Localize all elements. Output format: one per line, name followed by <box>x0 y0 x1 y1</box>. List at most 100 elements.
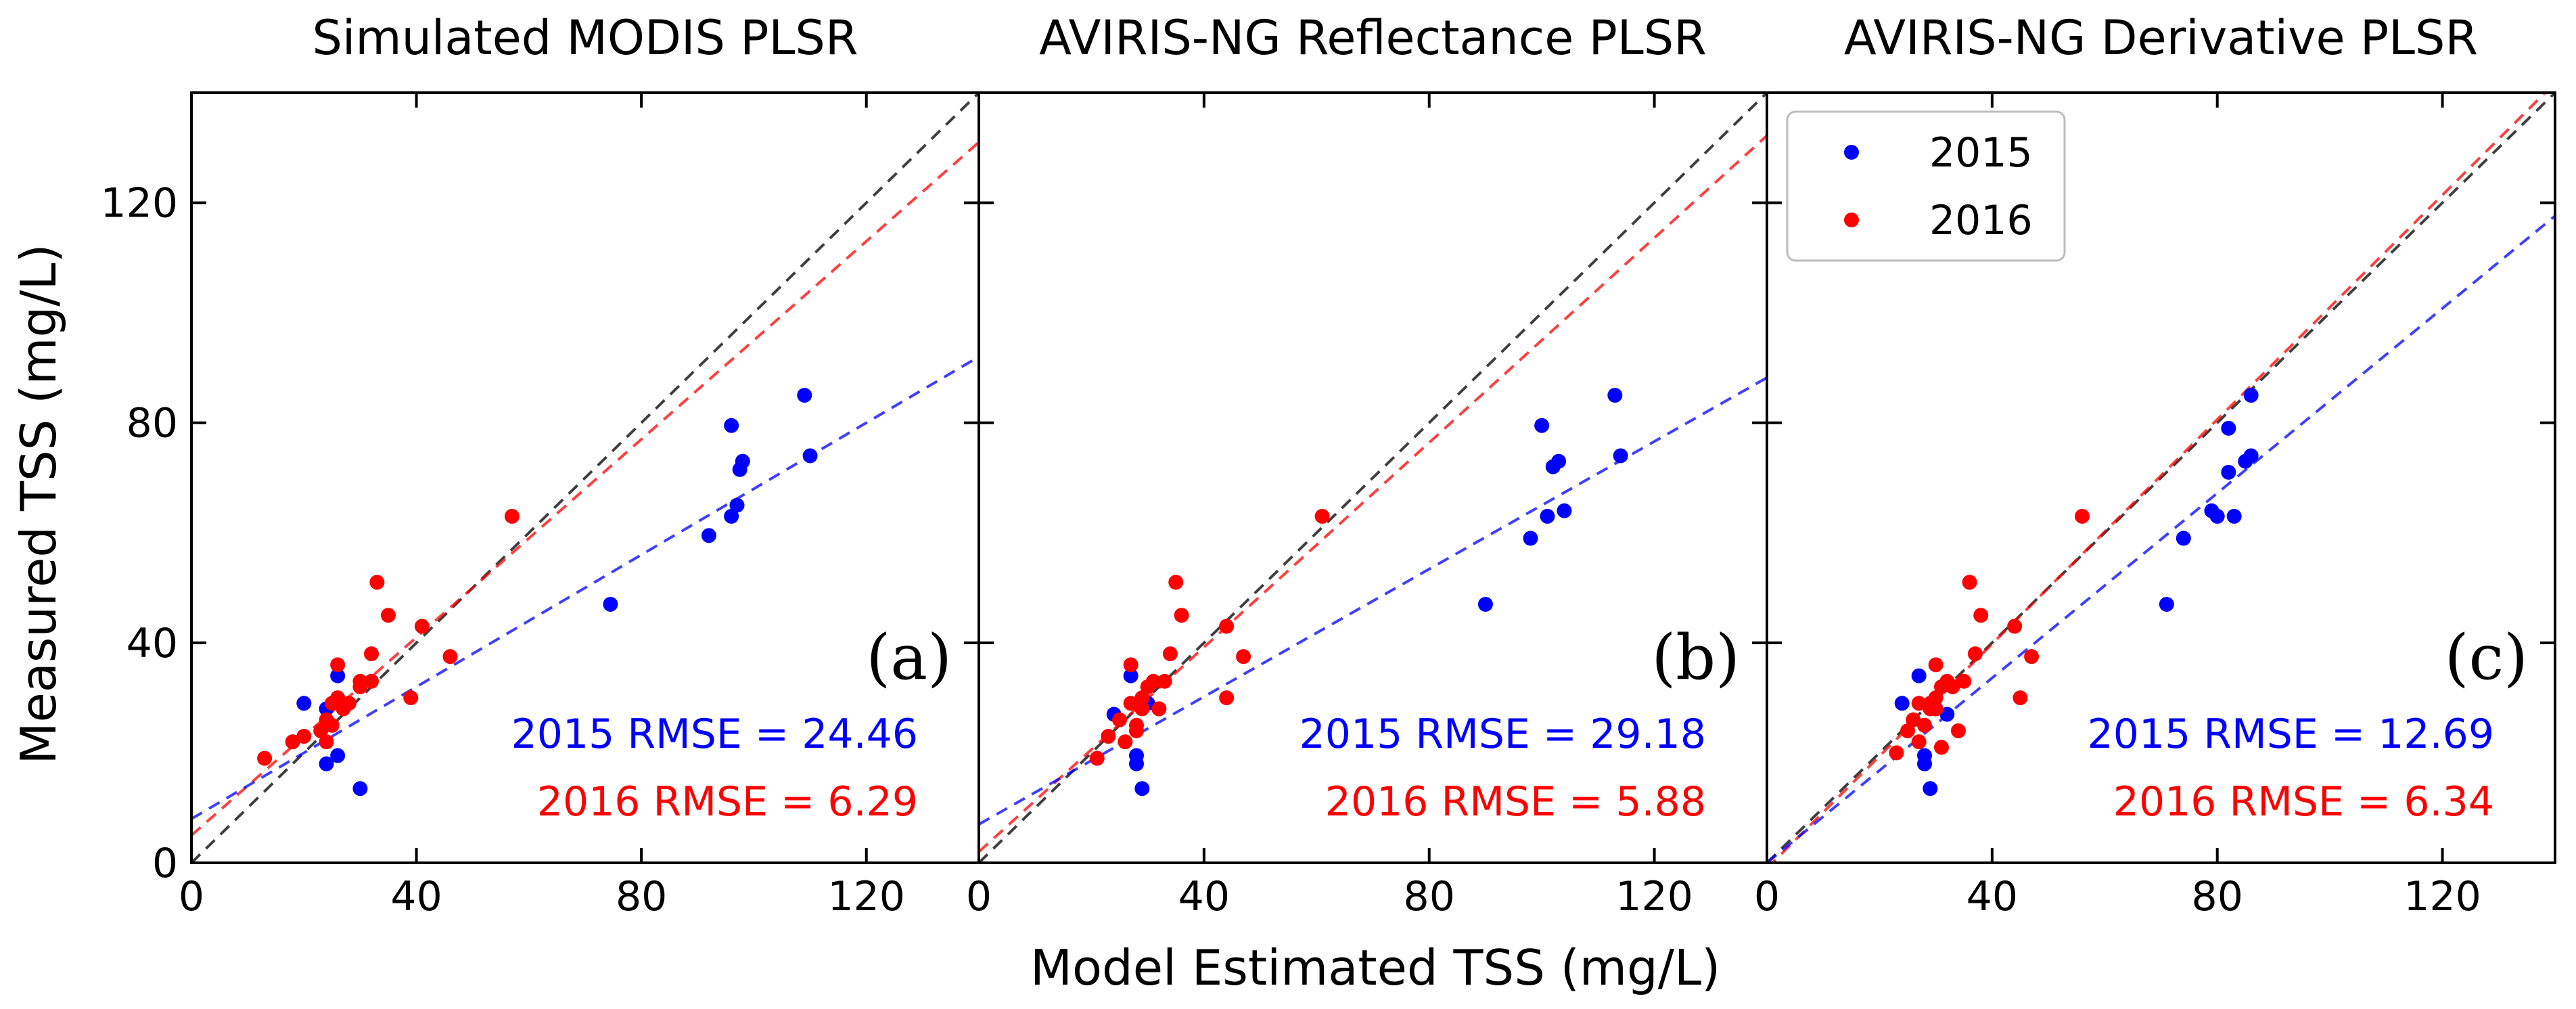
point-2015 <box>1540 508 1555 524</box>
legend-label-2016: 2016 <box>1929 197 2033 244</box>
point-2015 <box>1477 596 1493 612</box>
point-2016 <box>1101 729 1116 744</box>
point-2015 <box>330 748 346 763</box>
point-2015 <box>2176 531 2191 546</box>
point-2016 <box>1933 740 1949 755</box>
y-tick-label: 0 <box>152 840 178 887</box>
point-2016 <box>364 646 380 662</box>
panel-1: Simulated MODIS PLSR 0 40 80 120 0 40 80 120 (a) 2… <box>100 10 980 920</box>
point-2015 <box>1607 388 1623 403</box>
legend-marker-2015 <box>1844 145 1859 160</box>
point-2015 <box>1917 748 1932 763</box>
point-2016 <box>1900 723 1916 738</box>
point-2016 <box>1928 657 1944 673</box>
point-2016 <box>1906 712 1921 727</box>
legend-marker-2016 <box>1844 212 1859 227</box>
panel-label: (b) <box>1651 621 1740 694</box>
fit-line-2016-fit <box>979 134 1767 853</box>
point-2016 <box>2007 619 2023 634</box>
point-2015 <box>1939 707 1955 722</box>
point-2015 <box>1894 696 1910 711</box>
fit-line-2016-fit <box>1770 93 2548 863</box>
point-2015 <box>724 418 739 433</box>
panel-title: AVIRIS-NG Derivative PLSR <box>1844 10 2478 66</box>
point-2015 <box>1911 668 1927 683</box>
point-2015 <box>1123 668 1138 683</box>
point-2015 <box>797 388 812 403</box>
point-2016 <box>1314 508 1330 524</box>
fit-line-1-1 <box>1767 93 2555 863</box>
y-tick-label: 80 <box>127 400 178 447</box>
point-2015 <box>330 668 346 683</box>
point-2016 <box>1911 734 1927 750</box>
point-2016 <box>1911 696 1927 711</box>
x-axis-label: Model Estimated TSS (mg/L) <box>1030 939 1720 996</box>
data-points <box>1089 388 1628 797</box>
panel-title: Simulated MODIS PLSR <box>313 10 858 66</box>
point-2016 <box>1134 701 1150 717</box>
x-tick-label: 80 <box>2192 873 2243 920</box>
point-2015 <box>724 508 739 524</box>
point-2016 <box>381 608 396 623</box>
point-2016 <box>1168 575 1184 590</box>
panel-label: (c) <box>2445 621 2528 694</box>
y-tick-label: 120 <box>100 180 178 227</box>
point-2016 <box>324 717 340 733</box>
point-2016 <box>1118 734 1133 750</box>
point-2015 <box>2221 420 2236 436</box>
point-2015 <box>735 453 750 469</box>
x-tick-label: 0 <box>1754 873 1780 920</box>
point-2015 <box>1613 448 1628 464</box>
y-axis-label: Measured TSS (mg/L) <box>10 244 67 764</box>
point-2015 <box>1534 418 1550 433</box>
point-2016 <box>2075 508 2090 524</box>
x-tick-label: 80 <box>616 873 667 920</box>
point-2015 <box>2159 596 2174 612</box>
panel-label: (a) <box>866 621 952 694</box>
data-points <box>257 388 818 797</box>
point-2015 <box>701 528 716 543</box>
x-tick-label: 40 <box>390 873 442 920</box>
point-2015 <box>2221 464 2236 480</box>
point-2016 <box>1174 608 1189 623</box>
legend-label-2015: 2015 <box>1929 129 2033 177</box>
point-2016 <box>1236 649 1251 665</box>
point-2016 <box>1928 690 1944 706</box>
data-points <box>1889 388 2259 797</box>
x-tick-label: 0 <box>179 873 204 920</box>
point-2016 <box>330 657 346 673</box>
point-2016 <box>504 508 520 524</box>
rmse-2016: 2016 RMSE = 6.34 <box>2113 778 2494 826</box>
point-2016 <box>414 619 430 634</box>
point-2016 <box>1134 690 1150 706</box>
point-2016 <box>285 734 300 750</box>
point-2016 <box>1112 712 1128 727</box>
point-2016 <box>2024 649 2040 665</box>
point-2016 <box>1089 750 1105 766</box>
panel-3: AVIRIS-NG Derivative PLSR 0 40 80 120 (c) 2015… <box>1754 10 2556 920</box>
point-2016 <box>1928 701 1944 717</box>
point-2016 <box>257 750 273 766</box>
point-2016 <box>2013 690 2028 706</box>
point-2016 <box>1129 723 1144 738</box>
x-tick-label: 40 <box>1178 873 1230 920</box>
point-2015 <box>1551 453 1567 469</box>
point-2016 <box>330 690 346 706</box>
point-2015 <box>1923 781 1938 797</box>
panel-title: AVIRIS-NG Reflectance PLSR <box>1039 10 1707 66</box>
point-2016 <box>1950 723 1966 738</box>
point-2016 <box>313 723 329 738</box>
rmse-2016: 2016 RMSE = 5.88 <box>1325 778 1706 826</box>
point-2015 <box>729 497 745 513</box>
fit-line-2015-fit <box>979 376 1767 826</box>
point-2016 <box>1219 690 1235 706</box>
point-2016 <box>1145 673 1161 689</box>
x-tick-label: 80 <box>1404 873 1455 920</box>
x-tick-label: 40 <box>1967 873 2018 920</box>
point-2015 <box>1129 748 1144 763</box>
x-tick-label: 120 <box>2404 873 2481 920</box>
point-2016 <box>296 729 312 744</box>
point-2016 <box>1162 646 1178 662</box>
panel-2: AVIRIS-NG Reflectance PLSR 0 40 80 120 (b) 201… <box>966 10 1768 920</box>
point-2015 <box>1134 781 1150 797</box>
